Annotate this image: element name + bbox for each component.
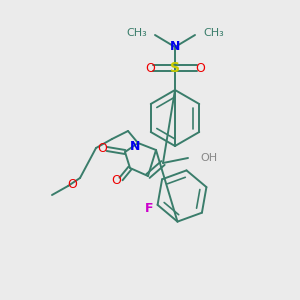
Text: OH: OH	[200, 153, 217, 163]
Text: O: O	[97, 142, 107, 155]
Text: O: O	[67, 178, 77, 190]
Text: CH₃: CH₃	[203, 28, 224, 38]
Text: N: N	[170, 40, 180, 53]
Text: S: S	[170, 61, 180, 75]
Text: O: O	[145, 61, 155, 74]
Text: O: O	[111, 175, 121, 188]
Text: N: N	[130, 140, 140, 152]
Text: F: F	[145, 202, 154, 215]
Text: O: O	[195, 61, 205, 74]
Text: CH₃: CH₃	[126, 28, 147, 38]
